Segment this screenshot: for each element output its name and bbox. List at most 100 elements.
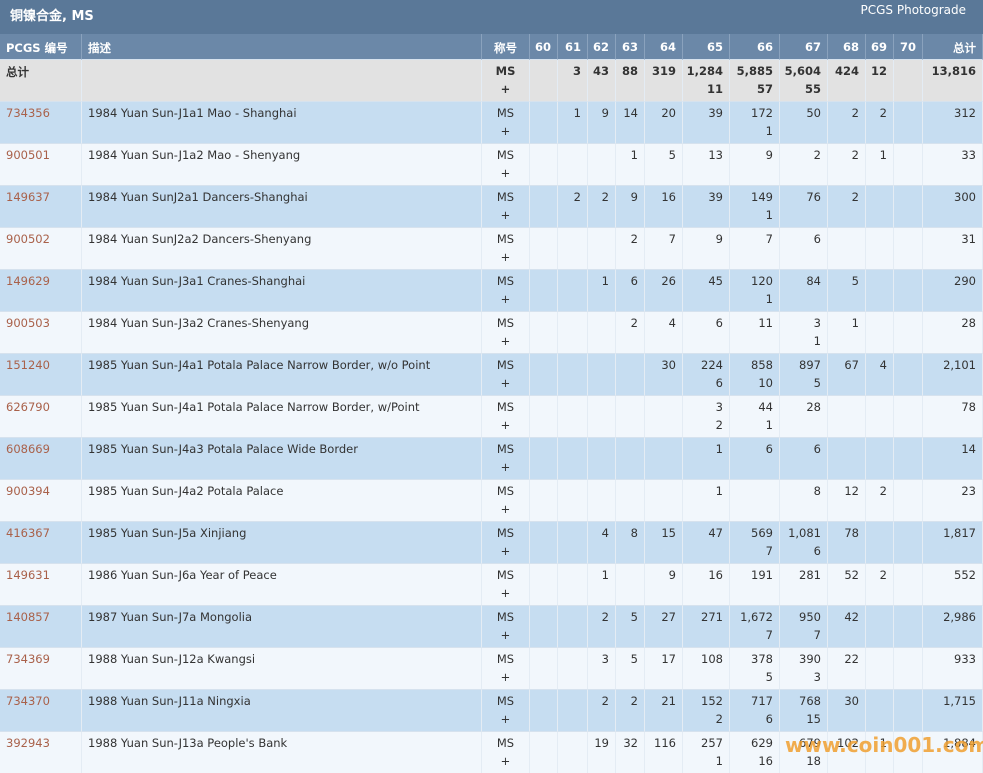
table-cell: 734370 [0, 690, 82, 732]
table-cell [866, 606, 894, 648]
table-cell: 22 [828, 648, 866, 690]
cell-text: 933 [954, 652, 976, 666]
table-cell [558, 144, 588, 186]
table-cell: MS + [482, 648, 530, 690]
cell-text: + [500, 670, 511, 684]
table-cell: 14 [616, 102, 645, 144]
cell-text: 45 [708, 274, 723, 288]
table-cell: 1986 Yuan Sun-J6a Year of Peace [82, 564, 482, 606]
table-cell [558, 648, 588, 690]
cell-text: 9 [765, 148, 773, 162]
cell-text: 76 [806, 190, 821, 204]
cell-text: 67 [844, 358, 859, 372]
table-cell [894, 522, 923, 564]
table-cell: 717 6 [730, 690, 780, 732]
column-header: 描述 [82, 34, 482, 60]
table-cell: MS + [482, 60, 530, 102]
table-cell: 281 [780, 564, 828, 606]
cell-text: 1984 Yuan SunJ2a1 Dancers-Shanghai [88, 190, 308, 204]
cell-text: 6 [813, 232, 821, 246]
cell-id: 总计 [6, 65, 29, 79]
cell-text: 2,101 [943, 358, 976, 372]
table-cell [530, 648, 558, 690]
table-cell [558, 606, 588, 648]
table-cell: 13,816 [923, 60, 983, 102]
cell-text: 1 [601, 568, 609, 582]
cell-text: 44 [758, 400, 773, 414]
table-cell: MS + [482, 690, 530, 732]
table-cell: 31 [923, 228, 983, 270]
table-cell [616, 480, 645, 522]
table-cell: 1987 Yuan Sun-J7a Mongolia [82, 606, 482, 648]
cell-text: 3 [813, 316, 821, 330]
table-cell: 1 [683, 438, 730, 480]
cell-text: + [500, 460, 511, 474]
cell-text: 1 [851, 316, 859, 330]
cell-text: 11 [758, 316, 773, 330]
cell-id: 608669 [6, 442, 50, 456]
cell-text: 33 [961, 148, 976, 162]
table-cell [828, 438, 866, 480]
page-title: 铜镍合金, MS [10, 9, 94, 24]
cell-text: 5,885 [736, 64, 773, 78]
table-cell: 569 7 [730, 522, 780, 564]
cell-text: 19 [594, 736, 609, 750]
table-cell: 1984 Yuan Sun-J3a2 Cranes-Shenyang [82, 312, 482, 354]
table-cell [530, 396, 558, 438]
table-cell [530, 228, 558, 270]
cell-text: 称号 [494, 41, 517, 55]
cell-text: 1984 Yuan Sun-J1a1 Mao - Shanghai [88, 106, 297, 120]
table-cell: 9 [588, 102, 616, 144]
cell-id: 140857 [6, 610, 50, 624]
cell-text: 191 [751, 568, 773, 582]
cell-text: 897 [799, 358, 821, 372]
table-cell: 50 [780, 102, 828, 144]
table-cell: 1985 Yuan Sun-J5a Xinjiang [82, 522, 482, 564]
photograde-link[interactable]: PCGS Photograde [860, 3, 966, 17]
table-cell: 392943 [0, 732, 82, 773]
table-cell: 2 [828, 144, 866, 186]
cell-text: 23 [961, 484, 976, 498]
table-cell: 6 [616, 270, 645, 312]
table-cell: 5 [616, 648, 645, 690]
table-cell: 734356 [0, 102, 82, 144]
cell-text: 1984 Yuan SunJ2a2 Dancers-Shenyang [88, 232, 312, 246]
cell-text: MS [496, 190, 515, 204]
cell-text: 858 [751, 358, 773, 372]
cell-text: 84 [806, 274, 821, 288]
table-cell [530, 270, 558, 312]
cell-text: MS [496, 484, 515, 498]
table-cell [866, 312, 894, 354]
table-cell: 1984 Yuan SunJ2a1 Dancers-Shanghai [82, 186, 482, 228]
cell-text: 6 [813, 442, 821, 456]
cell-id: 734370 [6, 694, 50, 708]
table-cell: MS + [482, 186, 530, 228]
table-cell [558, 312, 588, 354]
table-cell [616, 354, 645, 396]
title-bar: 铜镍合金, MS PCGS Photograde [0, 0, 983, 34]
cell-id: 149631 [6, 568, 50, 582]
cell-text: 21 [661, 694, 676, 708]
cell-text: 16 [661, 190, 676, 204]
table-cell: 1984 Yuan Sun-J1a1 Mao - Shanghai [82, 102, 482, 144]
table-cell: 9 [645, 564, 683, 606]
cell-text: 20 [661, 106, 676, 120]
cell-text: 43 [592, 64, 609, 78]
table-cell: 312 [923, 102, 983, 144]
cell-text: 7 [668, 232, 676, 246]
cell-text: 5 [813, 376, 821, 390]
table-cell: 1985 Yuan Sun-J4a2 Potala Palace [82, 480, 482, 522]
table-cell: 7 [645, 228, 683, 270]
cell-text: 1985 Yuan Sun-J4a3 Potala Palace Wide Bo… [88, 442, 358, 456]
table-cell: MS + [482, 270, 530, 312]
table-cell: 6 [730, 438, 780, 480]
cell-text: + [500, 544, 511, 558]
table-cell: 116 [645, 732, 683, 773]
cell-text: 1988 Yuan Sun-J13a People's Bank [88, 736, 288, 750]
table-cell: 78 [828, 522, 866, 564]
cell-text: MS [496, 694, 515, 708]
cell-text: 2 [630, 694, 638, 708]
table-cell [530, 522, 558, 564]
cell-text: 3 [601, 652, 609, 666]
cell-text: 8 [630, 526, 638, 540]
